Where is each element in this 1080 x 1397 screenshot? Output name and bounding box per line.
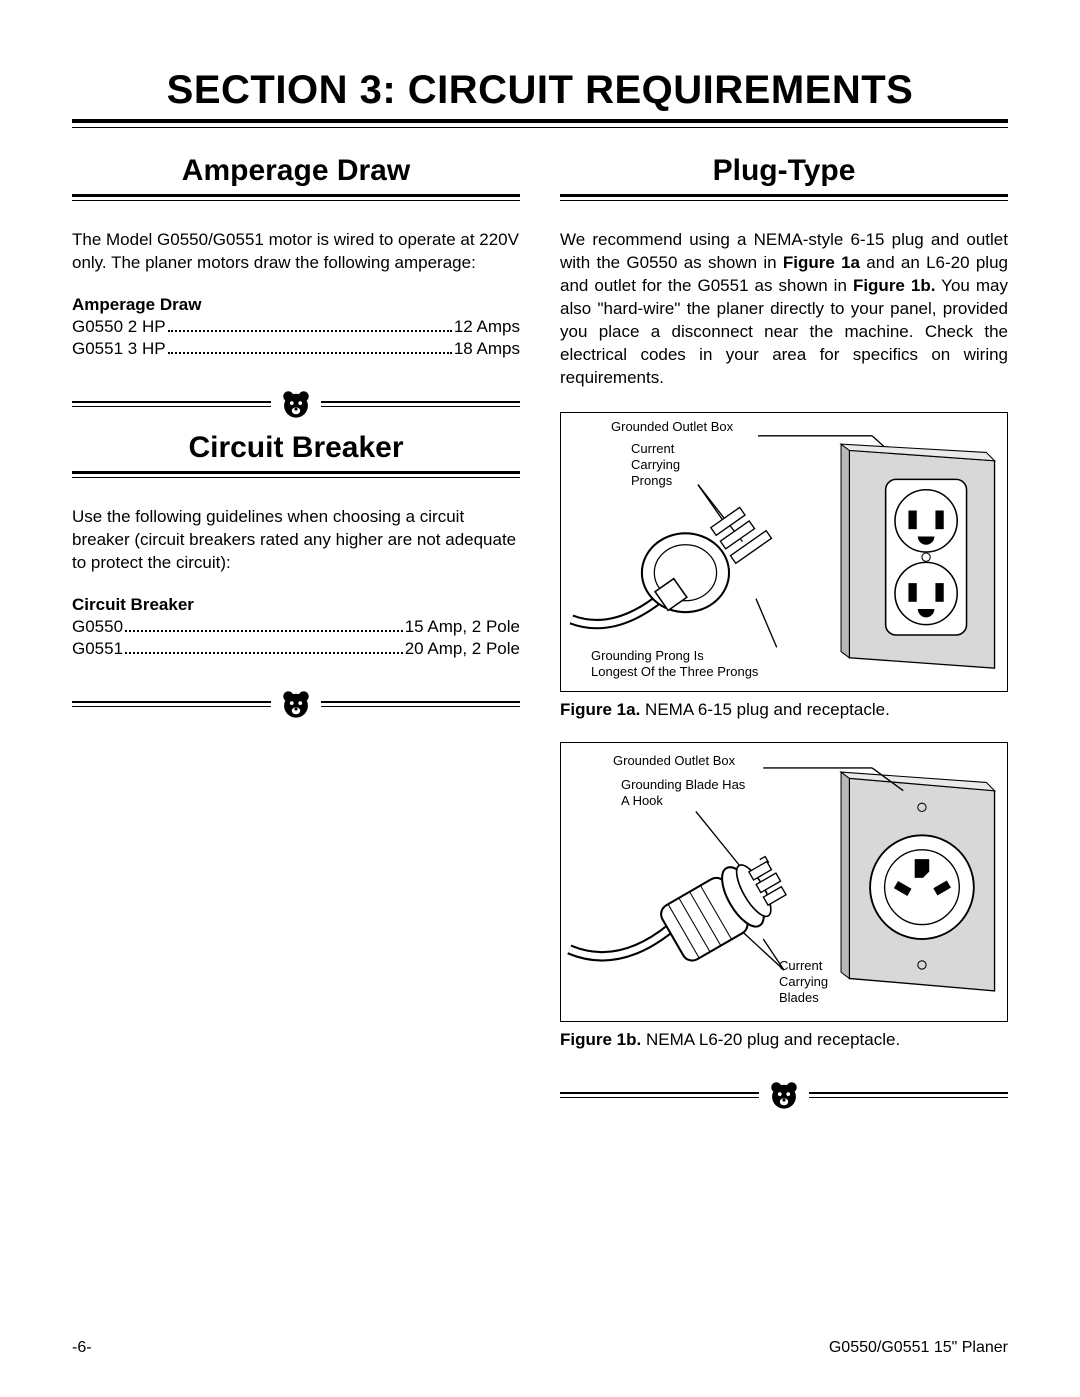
figure-1a-box: Grounded Outlet Box Current Carrying Pro… — [560, 412, 1008, 692]
plug-intro-b2: Figure 1b. — [853, 276, 936, 295]
doc-title: G0550/G0551 15" Planer — [829, 1339, 1008, 1357]
bear-icon — [277, 685, 315, 723]
section-rule — [72, 119, 1008, 128]
amperage-list-head: Amperage Draw — [72, 295, 520, 315]
section-title: SECTION 3: CIRCUIT REQUIREMENTS — [72, 68, 1008, 113]
breaker-row-1-label: G0551 — [72, 639, 123, 659]
bear-icon — [277, 385, 315, 423]
ornament-divider — [72, 685, 520, 723]
page-number: -6- — [72, 1339, 92, 1357]
breaker-intro: Use the following guidelines when choosi… — [72, 506, 520, 575]
two-column-layout: Amperage Draw The Model G0550/G0551 moto… — [72, 146, 1008, 1122]
amperage-intro: The Model G0550/G0551 motor is wired to … — [72, 229, 520, 275]
left-column: Amperage Draw The Model G0550/G0551 moto… — [72, 146, 520, 1122]
figure-1a-diagram — [561, 413, 1007, 691]
page-footer: -6- G0550/G0551 15" Planer — [72, 1339, 1008, 1357]
plug-intro: We recommend using a NEMA-style 6-15 plu… — [560, 229, 1008, 390]
dot-leader — [168, 330, 452, 332]
amperage-row-1-value: 18 Amps — [454, 339, 520, 359]
breaker-list-head: Circuit Breaker — [72, 595, 520, 615]
figure-1b-caption: Figure 1b. NEMA L6-20 plug and receptacl… — [560, 1030, 1008, 1050]
plug-intro-b1: Figure 1a — [783, 253, 860, 272]
bear-icon — [765, 1076, 803, 1114]
breaker-row-0-value: 15 Amp, 2 Pole — [405, 617, 520, 637]
fig1a-caption-rest: NEMA 6-15 plug and receptacle. — [640, 700, 889, 719]
breaker-row-1-value: 20 Amp, 2 Pole — [405, 639, 520, 659]
breaker-row-0-label: G0550 — [72, 617, 123, 637]
fig1b-caption-bold: Figure 1b. — [560, 1030, 641, 1049]
fig1b-caption-rest: NEMA L6-20 plug and receptacle. — [641, 1030, 900, 1049]
amperage-row-0: G0550 2 HP 12 Amps — [72, 317, 520, 337]
plug-heading: Plug-Type — [560, 154, 1008, 188]
amperage-row-1: G0551 3 HP 18 Amps — [72, 339, 520, 359]
fig1a-caption-bold: Figure 1a. — [560, 700, 640, 719]
dot-leader — [168, 352, 452, 354]
breaker-heading: Circuit Breaker — [72, 431, 520, 465]
amperage-row-0-value: 12 Amps — [454, 317, 520, 337]
dot-leader — [125, 652, 403, 654]
amperage-heading: Amperage Draw — [72, 154, 520, 188]
breaker-row-1: G0551 20 Amp, 2 Pole — [72, 639, 520, 659]
figure-1b-diagram — [561, 743, 1007, 1021]
amperage-row-0-label: G0550 2 HP — [72, 317, 166, 337]
figure-1b-box: Grounded Outlet Box Grounding Blade Has … — [560, 742, 1008, 1022]
breaker-row-0: G0550 15 Amp, 2 Pole — [72, 617, 520, 637]
figure-1a-caption: Figure 1a. NEMA 6-15 plug and receptacle… — [560, 700, 1008, 720]
ornament-divider — [72, 385, 520, 423]
ornament-divider — [560, 1076, 1008, 1114]
amperage-row-1-label: G0551 3 HP — [72, 339, 166, 359]
dot-leader — [125, 630, 403, 632]
right-column: Plug-Type We recommend using a NEMA-styl… — [560, 146, 1008, 1122]
